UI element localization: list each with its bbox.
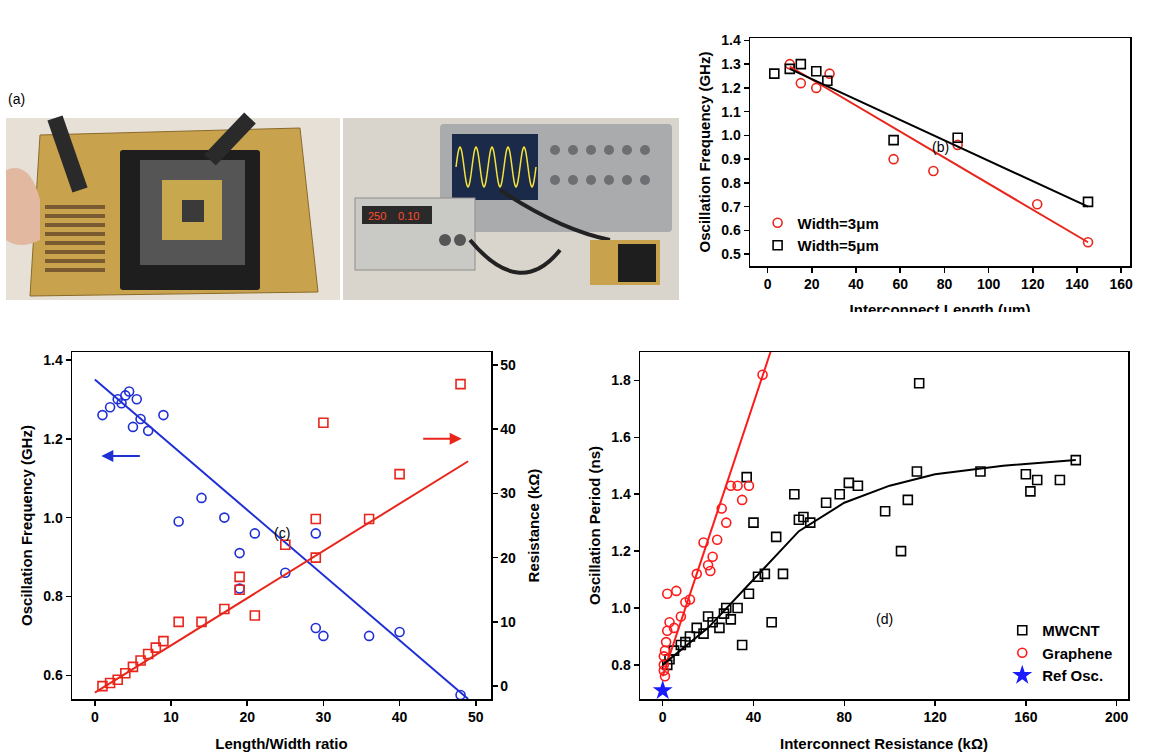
svg-text:40: 40 (848, 276, 864, 292)
svg-text:1.4: 1.4 (43, 352, 63, 368)
svg-text:0: 0 (764, 276, 772, 292)
svg-text:(b): (b) (932, 139, 949, 155)
svg-text:1.4: 1.4 (721, 32, 741, 48)
svg-text:0.5: 0.5 (721, 246, 741, 262)
svg-text:40: 40 (392, 709, 408, 725)
svg-text:1.0: 1.0 (721, 127, 741, 143)
svg-text:80: 80 (937, 276, 953, 292)
svg-text:140: 140 (1065, 276, 1089, 292)
svg-text:Graphene: Graphene (1042, 645, 1112, 662)
svg-text:Width=5μm: Width=5μm (798, 237, 879, 254)
svg-text:20: 20 (500, 550, 516, 566)
svg-text:120: 120 (923, 709, 947, 725)
svg-text:160: 160 (1109, 276, 1133, 292)
svg-text:40: 40 (746, 709, 762, 725)
svg-text:10: 10 (163, 709, 179, 725)
svg-text:0.8: 0.8 (611, 657, 631, 673)
svg-text:1.2: 1.2 (611, 543, 631, 559)
svg-text:1.6: 1.6 (611, 429, 631, 445)
svg-text:120: 120 (1021, 276, 1045, 292)
svg-text:0.10: 0.10 (398, 210, 419, 222)
svg-text:Interconnect Length (μm): Interconnect Length (μm) (850, 301, 1031, 318)
svg-text:0.8: 0.8 (43, 588, 63, 604)
svg-text:200: 200 (1105, 709, 1129, 725)
svg-text:60: 60 (892, 276, 908, 292)
svg-text:0: 0 (91, 709, 99, 725)
svg-text:0: 0 (500, 678, 508, 694)
svg-text:100: 100 (977, 276, 1001, 292)
svg-text:0.6: 0.6 (721, 222, 741, 238)
svg-text:250: 250 (368, 210, 386, 222)
svg-text:Width=3μm: Width=3μm (798, 215, 879, 232)
svg-text:Resistance (kΩ): Resistance (kΩ) (525, 469, 542, 583)
svg-text:0.7: 0.7 (721, 199, 741, 215)
svg-text:30: 30 (500, 485, 516, 501)
svg-text:1.2: 1.2 (43, 431, 63, 447)
svg-text:0.9: 0.9 (721, 151, 741, 167)
svg-text:1.2: 1.2 (721, 80, 741, 96)
svg-text:(c): (c) (274, 525, 290, 541)
svg-text:1.3: 1.3 (721, 56, 741, 72)
svg-text:50: 50 (468, 709, 484, 725)
svg-text:Interconnect Resistance (kΩ): Interconnect Resistance (kΩ) (780, 735, 988, 752)
svg-text:Oscillation Frequency (GHz): Oscillation Frequency (GHz) (18, 425, 35, 626)
svg-text:160: 160 (1014, 709, 1038, 725)
svg-text:10: 10 (500, 614, 516, 630)
svg-text:80: 80 (836, 709, 852, 725)
svg-text:30: 30 (316, 709, 332, 725)
svg-text:20: 20 (239, 709, 255, 725)
svg-text:1.8: 1.8 (611, 372, 631, 388)
svg-text:20: 20 (804, 276, 820, 292)
svg-text:Length/Width ratio: Length/Width ratio (215, 735, 347, 752)
svg-text:40: 40 (500, 421, 516, 437)
svg-text:MWCNT: MWCNT (1042, 622, 1099, 639)
svg-text:(a): (a) (8, 91, 25, 107)
svg-text:0: 0 (659, 709, 667, 725)
svg-text:1.1: 1.1 (721, 104, 741, 120)
svg-text:1.4: 1.4 (611, 486, 631, 502)
svg-text:(d): (d) (876, 611, 893, 627)
svg-text:1.0: 1.0 (43, 510, 63, 526)
svg-text:Oscillation Frequency (GHz): Oscillation Frequency (GHz) (696, 52, 713, 253)
svg-text:Ref Osc.: Ref Osc. (1042, 667, 1103, 684)
svg-text:50: 50 (500, 357, 516, 373)
svg-text:Oscillation Period (ns): Oscillation Period (ns) (586, 446, 603, 605)
svg-text:0.8: 0.8 (721, 175, 741, 191)
svg-text:0.6: 0.6 (43, 667, 63, 683)
svg-text:1.0: 1.0 (611, 600, 631, 616)
